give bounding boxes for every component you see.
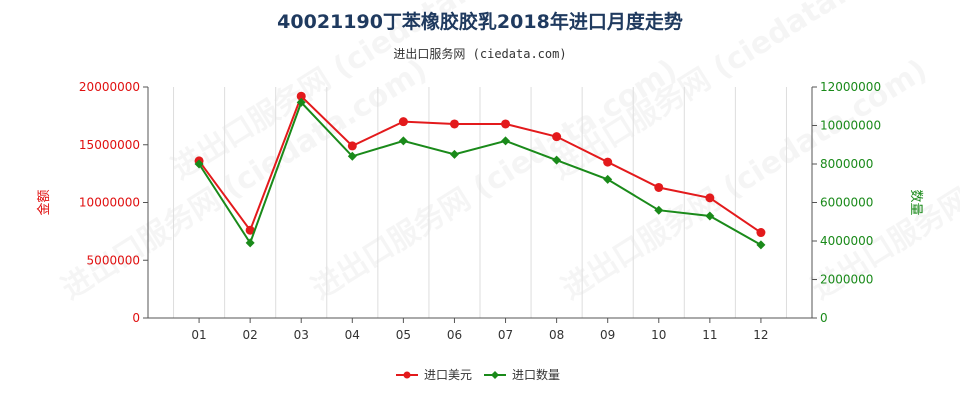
x-tick-label: 04 <box>345 328 360 342</box>
data-point-usd[interactable] <box>603 157 613 167</box>
y-left-tick-label: 20000000 <box>79 80 140 94</box>
data-point-qty[interactable] <box>705 211 715 221</box>
data-point-qty[interactable] <box>194 159 204 169</box>
x-tick-label: 02 <box>243 328 258 342</box>
chart-title: 40021190丁苯橡胶胶乳2018年进口月度走势 <box>277 10 683 33</box>
y-left-tick-label: 0 <box>132 311 140 325</box>
y-left-tick-label: 10000000 <box>79 196 140 210</box>
x-tick-label: 10 <box>651 328 666 342</box>
y-left-tick-label: 15000000 <box>79 138 140 152</box>
x-tick-label: 05 <box>396 328 411 342</box>
data-point-usd[interactable] <box>398 117 408 127</box>
x-tick-label: 09 <box>600 328 615 342</box>
data-point-usd[interactable] <box>756 228 766 238</box>
x-ticks: 01 02 03 04 05 06 07 08 09 10 11 12 <box>191 318 769 342</box>
data-point-qty[interactable] <box>347 151 357 161</box>
data-point-usd[interactable] <box>705 193 715 203</box>
y-right-tick-label: 4000000 <box>820 234 873 248</box>
data-point-qty[interactable] <box>398 136 408 146</box>
y-left-ticks: 0 5000000 10000000 15000000 20000000 <box>79 80 148 325</box>
series-layer <box>194 91 766 250</box>
legend-marker-usd <box>403 371 411 379</box>
data-point-qty[interactable] <box>296 97 306 107</box>
legend-item-qty[interactable]: 进口数量 <box>484 367 560 382</box>
chart-subtitle: 进出口服务网 (ciedata.com) <box>393 46 566 61</box>
data-point-qty[interactable] <box>654 205 664 215</box>
series-qty <box>194 97 766 250</box>
data-point-qty[interactable] <box>756 240 766 250</box>
data-point-qty[interactable] <box>552 155 562 165</box>
y-right-tick-label: 0 <box>820 311 828 325</box>
y-left-axis-title: 金额 <box>36 189 52 215</box>
y-left-tick-label: 5000000 <box>87 253 140 267</box>
x-tick-label: 11 <box>702 328 717 342</box>
x-tick-label: 06 <box>447 328 462 342</box>
data-point-usd[interactable] <box>552 132 562 142</box>
data-point-qty[interactable] <box>245 238 255 248</box>
x-tick-label: 12 <box>753 328 768 342</box>
data-point-qty[interactable] <box>501 136 511 146</box>
legend: 进口美元 进口数量 <box>396 367 560 382</box>
legend-marker-qty <box>491 371 499 379</box>
x-tick-label: 07 <box>498 328 513 342</box>
y-right-tick-label: 2000000 <box>820 273 873 287</box>
data-point-usd[interactable] <box>245 225 255 235</box>
data-point-usd[interactable] <box>654 182 664 192</box>
series-line-usd <box>198 94 762 234</box>
y-right-tick-label: 12000000 <box>820 80 881 94</box>
x-tick-label: 08 <box>549 328 564 342</box>
y-right-tick-label: 10000000 <box>820 119 881 133</box>
y-right-tick-label: 8000000 <box>820 157 873 171</box>
y-right-ticks: 0 2000000 4000000 6000000 8000000 10000000 120… <box>812 80 881 325</box>
series-usd <box>194 91 766 238</box>
grid-lines <box>173 87 787 318</box>
legend-item-usd[interactable]: 进口美元 <box>396 368 472 382</box>
data-point-usd[interactable] <box>347 141 357 151</box>
data-point-qty[interactable] <box>449 149 459 159</box>
data-point-qty[interactable] <box>603 174 613 184</box>
x-tick-label: 03 <box>294 328 309 342</box>
legend-label-usd: 进口美元 <box>424 368 472 382</box>
legend-label-qty: 进口数量 <box>512 367 560 382</box>
y-right-axis-title: 数量 <box>908 189 923 215</box>
y-right-tick-label: 6000000 <box>820 196 873 210</box>
data-point-usd[interactable] <box>296 91 306 101</box>
data-point-usd[interactable] <box>449 119 459 129</box>
data-point-usd[interactable] <box>501 119 511 129</box>
series-line-qty <box>198 100 762 246</box>
x-tick-label: 01 <box>191 328 206 342</box>
